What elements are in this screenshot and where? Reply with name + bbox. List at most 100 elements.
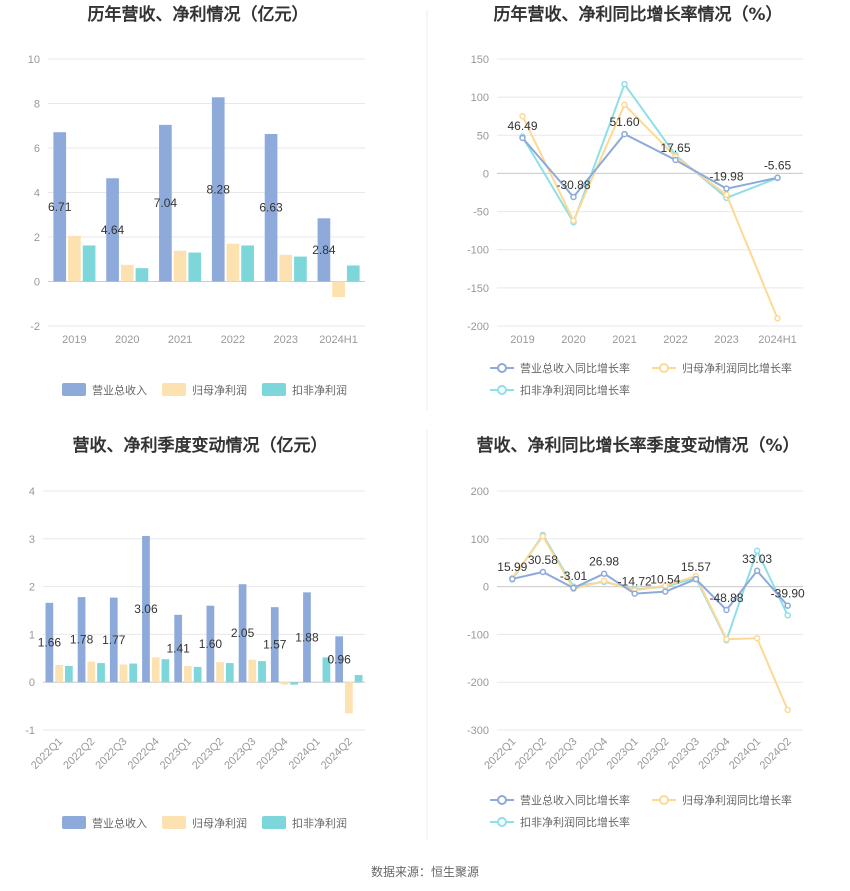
x-tick-label: 2024Q2 <box>758 736 794 772</box>
bar-value-label: 3.06 <box>134 602 158 616</box>
line-point <box>621 130 628 138</box>
x-tick-label: 2022 <box>663 334 687 346</box>
x-tick-label: 2023Q2 <box>635 736 671 772</box>
bar-mark <box>226 243 240 282</box>
y-tick-label: 150 <box>471 54 489 66</box>
bar-mark <box>97 663 105 683</box>
x-tick-label: 2023Q3 <box>666 736 702 772</box>
bar-mark <box>151 657 160 683</box>
bar-mark <box>258 661 266 683</box>
y-tick-label: -2 <box>30 321 40 333</box>
line-point <box>570 584 577 592</box>
line-point <box>723 191 730 199</box>
y-tick-label: 0 <box>483 582 489 594</box>
bar-mark <box>280 682 289 685</box>
line-point <box>621 101 628 109</box>
x-tick-label: 2021 <box>168 334 192 346</box>
line-value-label: 26.98 <box>589 555 619 569</box>
line-value-label: 17.65 <box>660 141 690 155</box>
legend-label: 归母净利润同比增长率 <box>682 361 792 375</box>
y-tick-label: -100 <box>467 245 489 257</box>
bar-mark <box>135 268 149 282</box>
bar-mark <box>173 250 187 282</box>
bar-mark <box>193 666 202 683</box>
line-point <box>539 568 547 576</box>
x-tick-label: 2022Q3 <box>93 736 129 772</box>
line-value-label: 33.03 <box>742 552 772 566</box>
x-tick-label: 2023 <box>274 334 298 346</box>
series-line <box>521 103 779 319</box>
series-line <box>521 132 778 199</box>
x-tick-label: 2023Q1 <box>158 736 194 772</box>
series-line <box>512 569 789 612</box>
bar-mark <box>290 682 299 685</box>
y-tick-label: 10 <box>28 54 40 66</box>
legend-swatch <box>162 816 186 829</box>
bar-mark <box>345 682 353 714</box>
chart-title: 历年营收、净利同比增长率情况（%） <box>493 4 782 25</box>
line-point <box>753 547 761 554</box>
line-point <box>621 80 628 88</box>
bar-mark <box>279 254 293 282</box>
line-value-label: 15.57 <box>681 560 711 574</box>
series-line <box>521 82 778 225</box>
line-point <box>600 577 608 585</box>
y-tick-label: 8 <box>34 99 40 111</box>
bar-mark <box>335 636 344 683</box>
bar-mark <box>68 235 81 282</box>
legend-swatch <box>262 816 286 829</box>
line-value-label: 46.49 <box>507 119 537 133</box>
y-tick-label: -200 <box>467 321 489 333</box>
line-point <box>539 533 547 540</box>
bar-mark <box>184 665 192 683</box>
line-point <box>723 606 730 614</box>
line-point <box>692 575 700 583</box>
line-value-label: -30.88 <box>556 178 590 192</box>
bar-mark <box>45 602 54 683</box>
chart-title: 营收、净利同比增长率季度变动情况（%） <box>476 435 799 456</box>
bar-value-label: 1.88 <box>295 630 319 644</box>
x-tick-label: 2024Q1 <box>727 736 763 772</box>
line-point <box>509 575 516 583</box>
x-tick-label: 2023Q1 <box>605 736 641 772</box>
bar-mark <box>77 597 86 683</box>
x-tick-label: 2020 <box>115 334 139 346</box>
bar-mark <box>174 614 183 683</box>
line-value-label: -19.98 <box>709 170 743 184</box>
legend-label: 营业总收入同比增长率 <box>520 793 630 807</box>
bar-mark <box>82 245 96 282</box>
line-point <box>600 570 608 577</box>
bar-mark <box>87 661 96 683</box>
line-value-label: 10.54 <box>650 573 680 587</box>
x-tick-label: 2024H1 <box>319 334 358 346</box>
bar-mark <box>129 663 138 683</box>
line-point <box>723 185 730 192</box>
bar-value-label: 2.84 <box>312 243 336 257</box>
x-tick-label: 2022Q4 <box>126 736 162 772</box>
bar-value-label: 6.63 <box>259 201 283 215</box>
legend-marker <box>659 795 669 805</box>
bar-mark <box>211 97 225 282</box>
bar-mark <box>206 605 215 683</box>
bar-mark <box>216 662 224 683</box>
legend-label: 营业总收入 <box>92 383 147 397</box>
line-value-label: -3.01 <box>560 569 588 583</box>
x-tick-label: 2024H1 <box>758 334 797 346</box>
bar-mark <box>142 535 150 683</box>
x-tick-label: 2024Q1 <box>287 736 323 772</box>
y-tick-label: -150 <box>467 283 489 295</box>
y-tick-label: 4 <box>34 188 40 200</box>
y-tick-label: 50 <box>477 130 489 142</box>
y-tick-label: 0 <box>483 168 489 180</box>
y-tick-label: -200 <box>467 677 489 689</box>
x-tick-label: 2022Q1 <box>482 736 518 772</box>
x-tick-label: 2023Q4 <box>254 736 290 772</box>
line-point <box>570 193 577 201</box>
bar-value-label: 1.77 <box>102 633 126 647</box>
bar-value-label: 1.57 <box>263 638 287 652</box>
bar-value-label: 0.96 <box>327 652 351 666</box>
chart-title: 营收、净利季度变动情况（亿元） <box>73 435 328 456</box>
legend-label: 归母净利润同比增长率 <box>682 793 792 807</box>
annual-growth-rate-chart: 历年营收、净利同比增长率情况（%） -200 -150 -100 -50 0 50 100 15… <box>467 4 803 397</box>
